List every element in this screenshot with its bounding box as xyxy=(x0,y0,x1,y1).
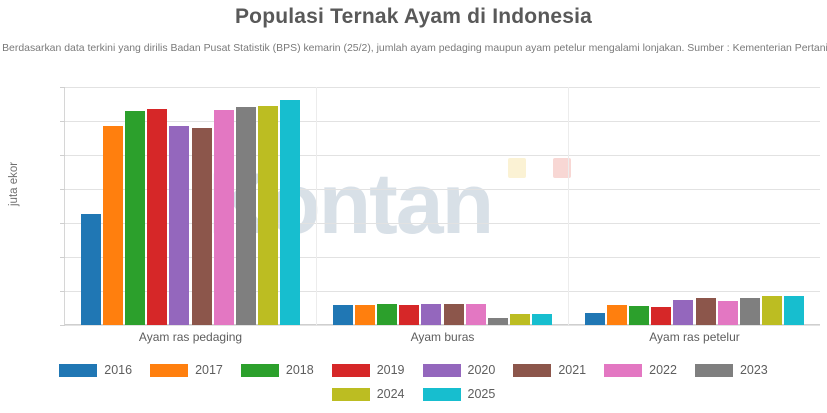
bar-2017[interactable] xyxy=(354,304,375,325)
bar-2023[interactable] xyxy=(487,317,508,325)
legend-swatch-icon xyxy=(513,363,552,377)
bar-group: Ayam ras petelur xyxy=(568,87,820,344)
bar-2016[interactable] xyxy=(332,304,353,325)
legend-swatch-icon xyxy=(331,363,370,377)
bar-2019[interactable] xyxy=(651,306,672,325)
bar-2018[interactable] xyxy=(125,111,146,325)
legend-swatch-icon xyxy=(604,363,643,377)
gridline xyxy=(65,121,820,122)
legend-label: 2017 xyxy=(195,363,223,377)
legend-swatch-icon xyxy=(331,387,370,401)
bar-2021[interactable] xyxy=(443,304,464,325)
bar-2025[interactable] xyxy=(532,313,553,325)
bar-2017[interactable] xyxy=(102,126,123,325)
bar-2025[interactable] xyxy=(280,99,301,325)
bar-2024[interactable] xyxy=(510,313,531,325)
bar-2022[interactable] xyxy=(465,304,486,325)
bar-2016[interactable] xyxy=(80,214,101,325)
legend-item-2020[interactable]: 2020 xyxy=(422,363,496,377)
gridline xyxy=(65,257,820,258)
bar-group: Ayam buras xyxy=(316,87,568,344)
gridline xyxy=(65,189,820,190)
gridline xyxy=(65,155,820,156)
legend-item-2019[interactable]: 2019 xyxy=(331,363,405,377)
y-axis-tick-mark xyxy=(60,121,65,122)
legend-row-2: 2024 2025 xyxy=(0,382,827,406)
bar-2024[interactable] xyxy=(258,106,279,325)
legend-swatch-icon xyxy=(422,363,461,377)
bar-2022[interactable] xyxy=(213,110,234,325)
bar-2020[interactable] xyxy=(673,299,694,325)
bar-2019[interactable] xyxy=(147,109,168,325)
legend-label: 2016 xyxy=(104,363,133,377)
x-axis-line xyxy=(65,324,820,325)
bar-2021[interactable] xyxy=(695,297,716,325)
legend-swatch-icon xyxy=(422,387,461,401)
bar-2018[interactable] xyxy=(377,304,398,325)
x-axis-category-label: Ayam buras xyxy=(410,330,475,344)
legend-item-2022[interactable]: 2022 xyxy=(604,363,677,377)
page-title: Populasi Ternak Ayam di Indonesia xyxy=(234,5,593,28)
bar-2021[interactable] xyxy=(191,128,212,325)
legend-item-2017[interactable]: 2017 xyxy=(150,363,223,377)
legend-label: 2024 xyxy=(376,387,405,401)
bar-group: Ayam ras pedaging xyxy=(65,87,316,344)
legend-item-2023[interactable]: 2023 xyxy=(694,363,768,377)
legend-label: 2018 xyxy=(285,363,314,377)
bar-2022[interactable] xyxy=(717,300,738,325)
legend-item-2018[interactable]: 2018 xyxy=(240,363,314,377)
legend-label: 2025 xyxy=(467,387,496,401)
bar-2020[interactable] xyxy=(169,126,190,325)
y-axis-tick-mark xyxy=(60,189,65,190)
chart-subtitle: Berdasarkan data terkini yang dirilis Ba… xyxy=(2,42,827,54)
y-axis-tick-mark xyxy=(60,155,65,156)
bar-2020[interactable] xyxy=(421,304,442,325)
legend-label: 2022 xyxy=(649,363,677,377)
chart-legend: 2016 2017 2018 2019 2020 2021 2022 2023 2024 202… xyxy=(0,358,827,406)
legend-label: 2023 xyxy=(739,363,768,377)
plot-area: 05001,0001,5002,0002,5003,0003,500 Ayam … xyxy=(60,87,820,344)
bar-2023[interactable] xyxy=(235,107,256,325)
bar-2018[interactable] xyxy=(629,306,650,325)
legend-item-2024[interactable]: 2024 xyxy=(331,387,405,401)
legend-label: 2019 xyxy=(376,363,405,377)
bar-2024[interactable] xyxy=(762,296,783,325)
bar-2023[interactable] xyxy=(739,298,760,325)
legend-swatch-icon xyxy=(694,363,733,377)
y-axis-label: juta ekor xyxy=(8,161,20,206)
bar-2017[interactable] xyxy=(606,305,627,325)
x-axis-category-label: Ayam ras petelur xyxy=(649,330,740,344)
gridline xyxy=(65,291,820,292)
legend-swatch-icon xyxy=(150,363,189,377)
y-axis-tick-mark xyxy=(60,87,65,88)
legend-swatch-icon xyxy=(59,363,98,377)
legend-swatch-icon xyxy=(240,363,279,377)
bar-2025[interactable] xyxy=(784,296,805,325)
bar-2016[interactable] xyxy=(584,312,605,325)
legend-item-2016[interactable]: 2016 xyxy=(59,363,132,377)
legend-row-1: 2016 2017 2018 2019 2020 2021 2022 2023 xyxy=(0,358,827,382)
y-axis-tick-mark xyxy=(60,325,65,326)
y-axis-tick-mark xyxy=(60,223,65,224)
bar-groups: Ayam ras pedaging Ayam buras Ayam ras pete… xyxy=(65,87,820,344)
legend-label: 2020 xyxy=(467,363,496,377)
legend-label: 2021 xyxy=(558,363,587,377)
y-axis-tick-mark xyxy=(60,291,65,292)
gridline xyxy=(65,87,820,88)
y-axis-tick-mark xyxy=(60,257,65,258)
legend-item-2025[interactable]: 2025 xyxy=(422,387,496,401)
gridline xyxy=(65,223,820,224)
x-axis-category-label: Ayam ras pedaging xyxy=(138,330,243,344)
gridline xyxy=(65,325,820,326)
legend-item-2021[interactable]: 2021 xyxy=(513,363,586,377)
bar-2019[interactable] xyxy=(399,304,420,325)
